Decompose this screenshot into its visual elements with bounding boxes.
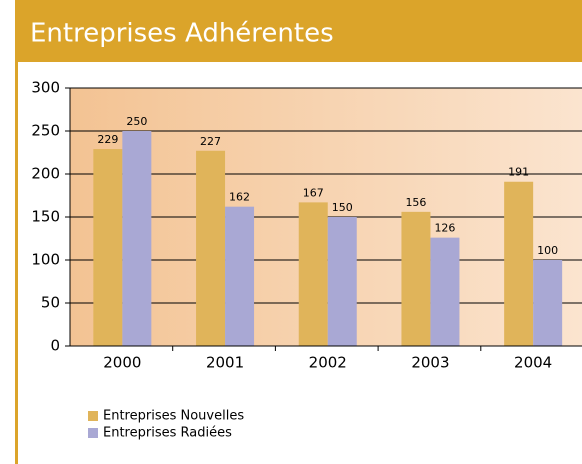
x-tick-label: 2004 [514, 354, 552, 372]
y-tick-label: 100 [31, 251, 60, 269]
chart-title: Entreprises Adhérentes [30, 19, 334, 49]
y-tick-label: 200 [31, 165, 60, 183]
legend-label: Entreprises Radiées [103, 426, 232, 441]
y-tick-label: 300 [31, 79, 60, 97]
bar [327, 217, 357, 346]
x-tick-label: 2002 [309, 354, 347, 372]
bar [298, 202, 328, 346]
border [15, 62, 18, 464]
y-tick-label: 0 [50, 337, 60, 355]
y-tick-label: 250 [31, 122, 60, 140]
y-tick-label: 50 [41, 294, 60, 312]
value-label: 150 [332, 201, 353, 214]
value-label: 229 [97, 133, 118, 146]
bar [504, 181, 534, 346]
bar [533, 260, 563, 346]
bar [430, 237, 460, 346]
legend-swatch [88, 428, 98, 438]
bar [401, 211, 431, 346]
value-label: 162 [229, 191, 250, 204]
legend-label: Entreprises Nouvelles [103, 409, 244, 424]
x-tick-label: 2001 [206, 354, 244, 372]
value-label: 227 [200, 135, 221, 148]
x-tick-label: 2003 [411, 354, 449, 372]
value-label: 126 [434, 222, 455, 235]
bar [93, 149, 123, 346]
y-tick-label: 150 [31, 208, 60, 226]
bar [122, 131, 152, 346]
legend-swatch [88, 411, 98, 421]
bar [196, 150, 226, 346]
header [15, 0, 582, 62]
value-label: 167 [303, 186, 324, 199]
value-label: 250 [126, 115, 147, 128]
bar [225, 206, 255, 346]
value-label: 100 [537, 244, 558, 257]
value-label: 156 [405, 196, 426, 209]
value-label: 191 [508, 166, 529, 179]
x-tick-label: 2000 [103, 354, 141, 372]
